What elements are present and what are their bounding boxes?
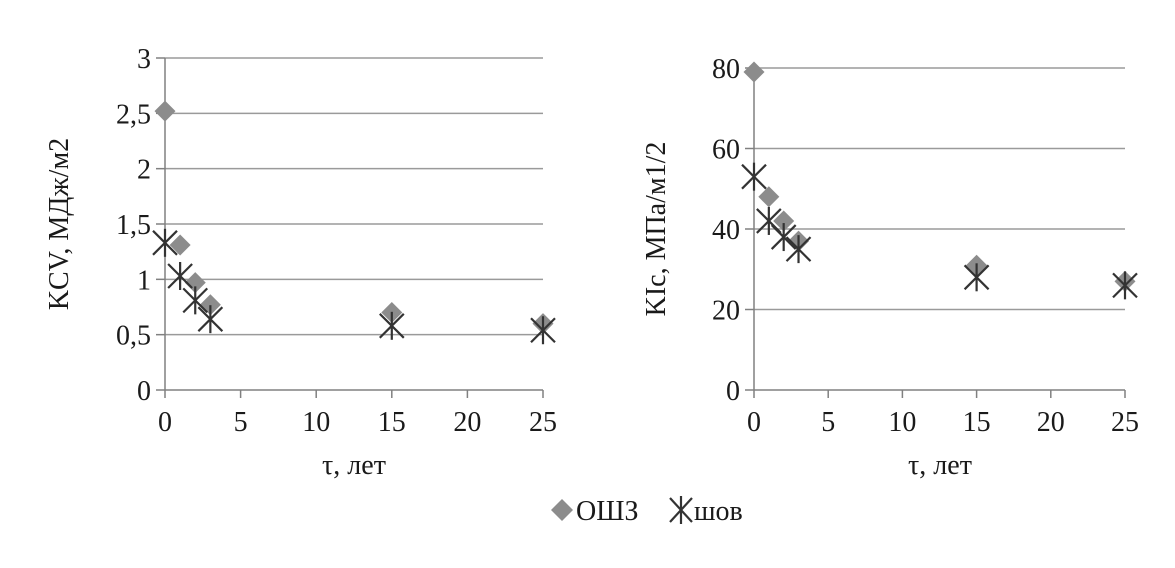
legend-item-osz: ОШЗ [551, 496, 639, 527]
y-tick-label: 0,5 [116, 321, 151, 352]
legend: ОШЗ шов [551, 496, 743, 527]
x-tick-label: 20 [453, 407, 481, 438]
x-tick-label: 0 [747, 407, 761, 438]
y-tick-label: 40 [712, 215, 740, 246]
data-point-osz [743, 61, 765, 83]
data-point-shov [182, 286, 209, 315]
data-point-shov [770, 223, 797, 252]
legend-item-shov: шов [669, 496, 743, 527]
y-tick-label: 1 [137, 265, 151, 296]
series-shov [152, 228, 556, 345]
data-point-shov [1112, 271, 1138, 300]
series-osz [743, 61, 1136, 292]
x-axis-title: τ, лет [908, 450, 972, 481]
data-point-osz [154, 100, 176, 122]
data-point-shov [197, 305, 224, 334]
y-tick-label: 0 [726, 376, 740, 407]
y-tick-label: 1,5 [116, 210, 151, 241]
data-point-shov [963, 263, 990, 292]
legend-marker-shov [669, 496, 693, 524]
y-tick-label: 0 [137, 376, 151, 407]
data-point-shov [530, 316, 556, 345]
y-tick-label: 3 [137, 44, 151, 75]
legend-label-shov: шов [694, 496, 743, 527]
data-point-shov [741, 162, 767, 191]
data-point-osz [184, 272, 206, 294]
x-tick-label: 15 [378, 407, 406, 438]
y-tick-label: 2 [137, 155, 151, 186]
data-point-shov [167, 262, 193, 291]
legend-label-osz: ОШЗ [576, 496, 639, 527]
x-tick-label: 5 [821, 407, 835, 438]
x-axis-title: τ, лет [322, 450, 386, 481]
data-point-osz [758, 186, 780, 208]
y-tick-label: 2,5 [116, 99, 151, 130]
y-tick-label: 60 [712, 135, 740, 166]
series-osz [154, 100, 554, 335]
data-point-osz [169, 234, 191, 256]
x-tick-label: 10 [302, 407, 330, 438]
data-point-osz [773, 210, 795, 232]
x-tick-label: 10 [888, 407, 916, 438]
y-axis-title: KIc, МПа/м1/2 [641, 142, 672, 317]
x-tick-label: 25 [529, 407, 557, 438]
x-tick-label: 15 [963, 407, 991, 438]
data-point-shov [152, 228, 178, 257]
x-tick-label: 25 [1111, 407, 1139, 438]
chart-kic: 0 20 40 60 80 0 5 10 15 20 25 τ, лет KIc, МПа/м1/2 [641, 54, 1139, 481]
y-tick-label: 80 [712, 54, 740, 85]
x-tick-label: 0 [158, 407, 172, 438]
y-axis-title: KCV, МДж/м2 [44, 138, 75, 310]
x-tick-label: 5 [234, 407, 248, 438]
data-point-shov [379, 311, 405, 340]
y-tick-label: 20 [712, 296, 740, 327]
legend-marker-osz [551, 499, 573, 521]
series-shov [741, 162, 1138, 300]
chart-kcv: 0 0,5 1 1,5 2 2,5 3 0 5 10 15 20 25 τ, лет KCV, МДж/м2 [44, 44, 557, 481]
data-point-shov [785, 235, 812, 264]
x-tick-label: 20 [1037, 407, 1065, 438]
